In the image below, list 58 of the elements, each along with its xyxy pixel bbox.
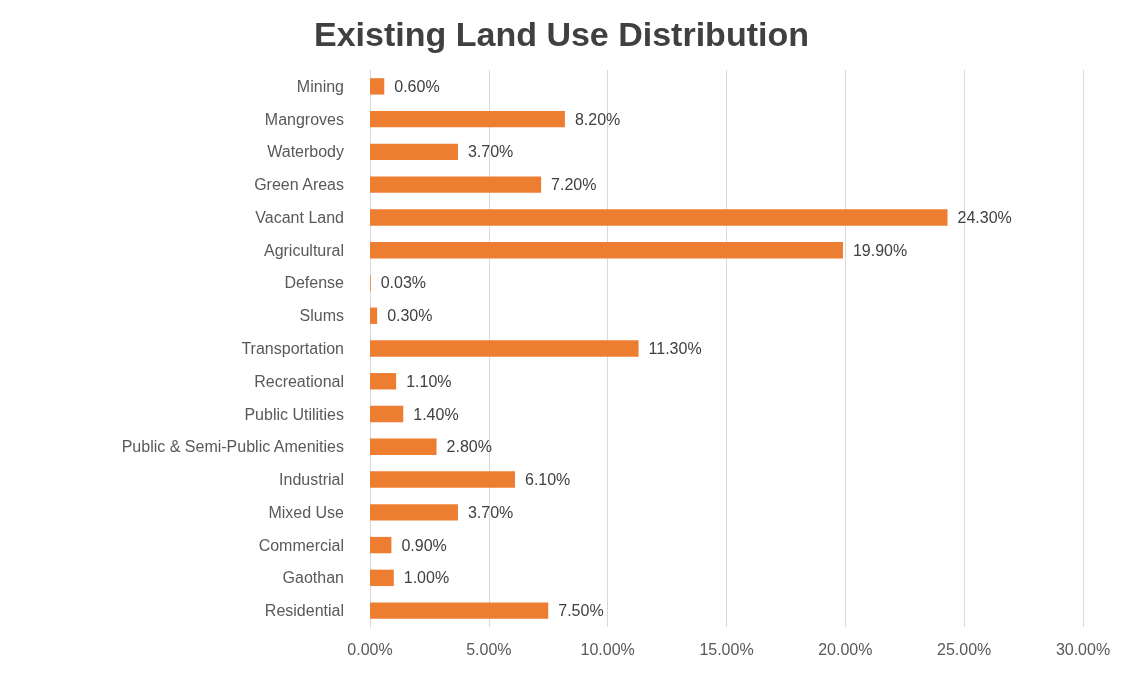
x-tick-label: 25.00% [937, 640, 992, 658]
y-tick-label: Vacant Land [255, 208, 344, 226]
data-label: 0.30% [387, 307, 433, 325]
data-label: 24.30% [957, 208, 1012, 226]
x-tick-label: 5.00% [466, 640, 512, 658]
data-label: 8.20% [574, 110, 621, 128]
data-label: 2.80% [446, 438, 492, 456]
chart-title: Existing Land Use Distribution [314, 15, 809, 53]
bar [370, 569, 394, 587]
bar [370, 110, 565, 128]
y-tick-label: Mangroves [264, 110, 344, 128]
y-tick-label: Gaothan [282, 569, 344, 587]
x-tick-label: 15.00% [699, 640, 754, 658]
bar [370, 504, 458, 521]
data-label: 7.20% [551, 176, 597, 194]
bar [370, 438, 437, 455]
y-tick-label: Slums [299, 307, 344, 325]
y-tick-label: Mining [296, 77, 344, 95]
y-tick-label: Green Areas [254, 176, 344, 194]
data-label: 3.70% [467, 143, 514, 161]
y-tick-label: Public Utilities [244, 405, 344, 423]
data-label: 19.90% [852, 241, 908, 259]
y-tick-label: Industrial [279, 471, 344, 489]
y-tick-label: Recreational [254, 372, 344, 390]
bar [370, 242, 843, 259]
y-tick-label: Defense [284, 274, 345, 292]
bar [370, 307, 378, 324]
x-tick-label: 0.00% [347, 640, 393, 658]
x-tick-label: 20.00% [818, 640, 873, 658]
y-tick-label: Commercial [258, 536, 344, 554]
y-tick-label: Transportation [241, 340, 344, 357]
bar [370, 373, 397, 390]
x-tick-label: 10.00% [580, 640, 635, 658]
data-label: 1.10% [406, 372, 452, 390]
bar [370, 340, 639, 357]
bar [370, 471, 515, 488]
data-label: 0.03% [380, 274, 427, 292]
bar [370, 176, 542, 193]
data-label: 0.60% [394, 77, 440, 95]
y-tick-label: Agricultural [263, 241, 344, 259]
y-tick-label: Mixed Use [268, 503, 345, 521]
data-label: 1.40% [413, 405, 459, 423]
y-tick-label: Residential [264, 602, 344, 620]
bar [370, 405, 404, 423]
bar [370, 143, 458, 161]
data-label: 7.50% [558, 602, 604, 620]
data-label: 11.30% [648, 340, 702, 357]
data-label: 3.70% [467, 503, 514, 521]
y-tick-label: Waterbody [267, 143, 344, 161]
data-label: 6.10% [524, 471, 571, 489]
data-label: 1.00% [403, 569, 450, 587]
bar [370, 602, 549, 619]
bar [370, 78, 385, 95]
bar [370, 209, 948, 226]
bar [370, 536, 392, 554]
x-tick-label: 30.00% [1055, 640, 1111, 658]
y-tick-label: Public & Semi-Public Amenities [121, 438, 344, 456]
data-label: 0.90% [401, 536, 447, 554]
